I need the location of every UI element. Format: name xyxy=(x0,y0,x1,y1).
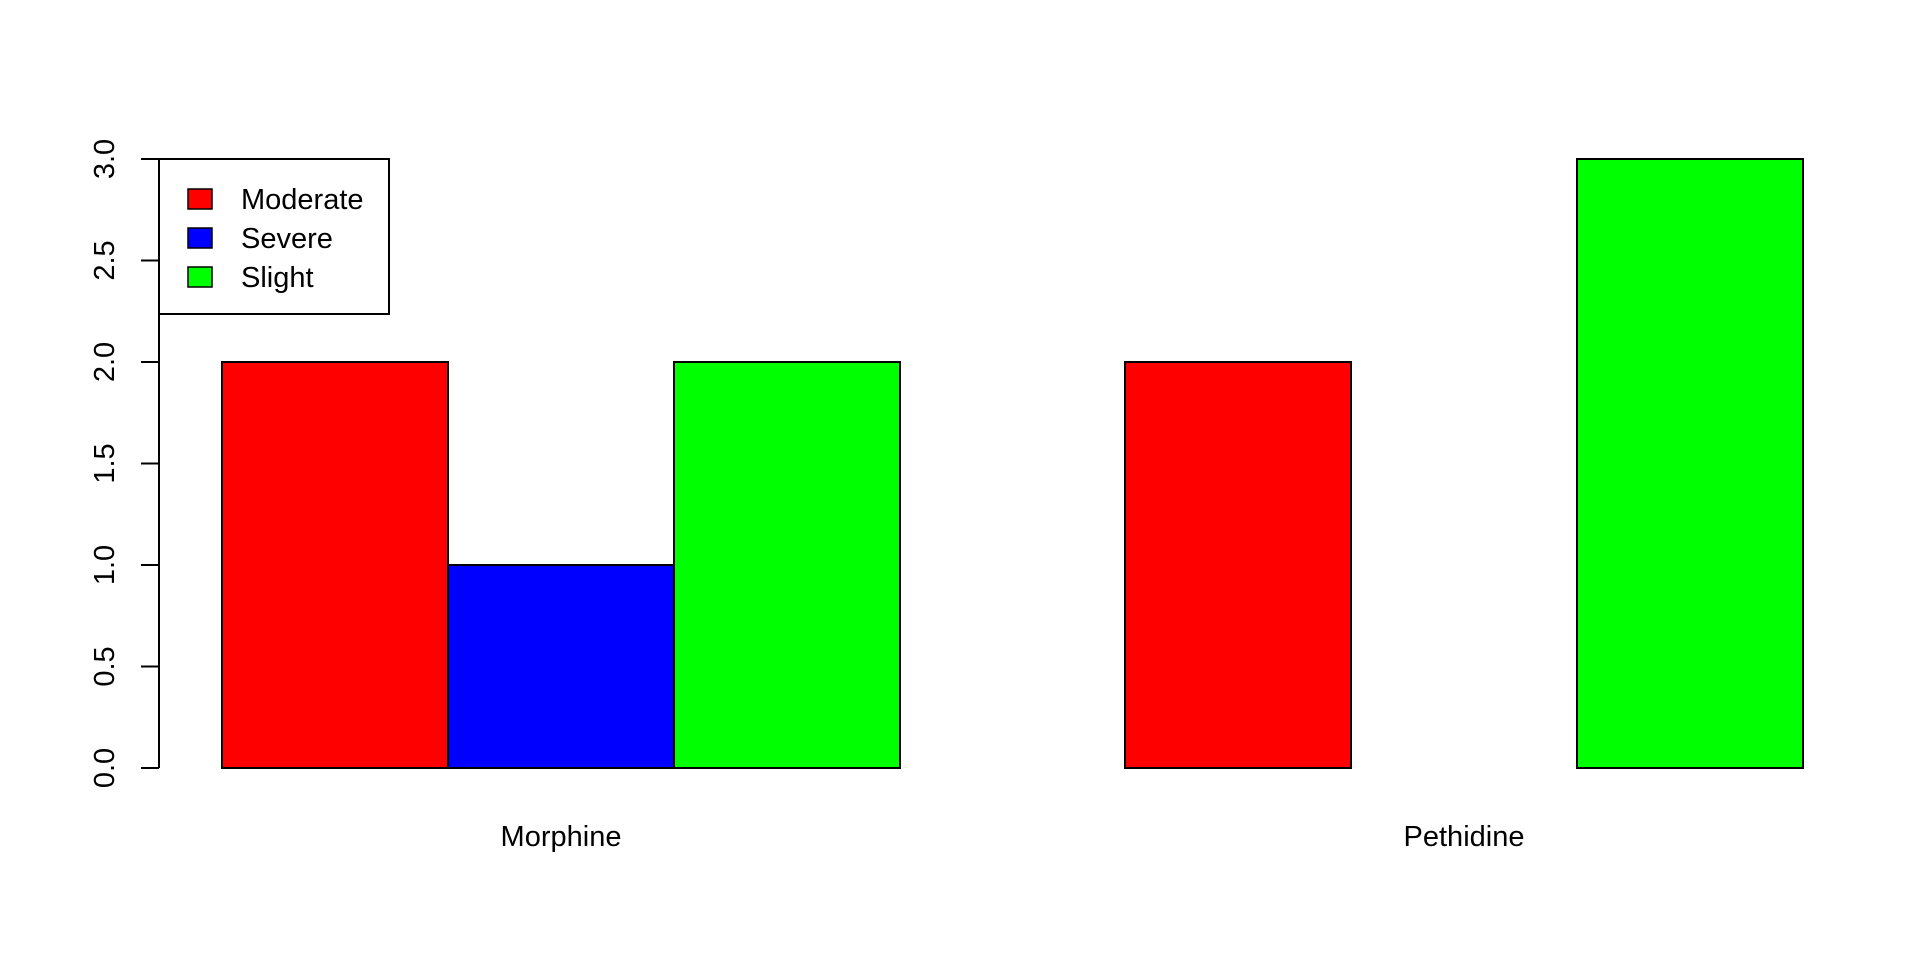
bar-pethidine-moderate xyxy=(1124,361,1352,769)
y-tick-label: 2.0 xyxy=(89,342,121,382)
y-tick-label: 1.5 xyxy=(89,443,121,483)
y-tick-label: 2.5 xyxy=(89,240,121,280)
bars-group xyxy=(221,158,1804,769)
category-label: Pethidine xyxy=(1404,821,1525,853)
legend: Moderate Severe Slight xyxy=(158,158,390,315)
legend-label-moderate: Moderate xyxy=(241,184,364,216)
y-axis: 0.0 0.5 1.0 1.5 2.0 2.5 3.0 xyxy=(89,139,160,788)
bar-morphine-slight xyxy=(673,361,901,769)
y-tick-label: 3.0 xyxy=(89,139,121,179)
legend-swatch-slight xyxy=(187,266,213,288)
bar-pethidine-slight xyxy=(1576,158,1804,769)
y-tick-label: 0.0 xyxy=(89,748,121,788)
bar-morphine-moderate xyxy=(221,361,449,769)
bar-morphine-severe xyxy=(447,564,675,769)
legend-label-slight: Slight xyxy=(241,262,314,294)
legend-label-severe: Severe xyxy=(241,223,333,255)
category-labels: Morphine Pethidine xyxy=(501,821,1525,853)
y-tick-label: 1.0 xyxy=(89,545,121,585)
y-tick-label: 0.5 xyxy=(89,646,121,686)
category-label: Morphine xyxy=(501,821,622,853)
legend-swatch-severe xyxy=(187,227,213,249)
legend-swatch-moderate xyxy=(187,188,213,210)
